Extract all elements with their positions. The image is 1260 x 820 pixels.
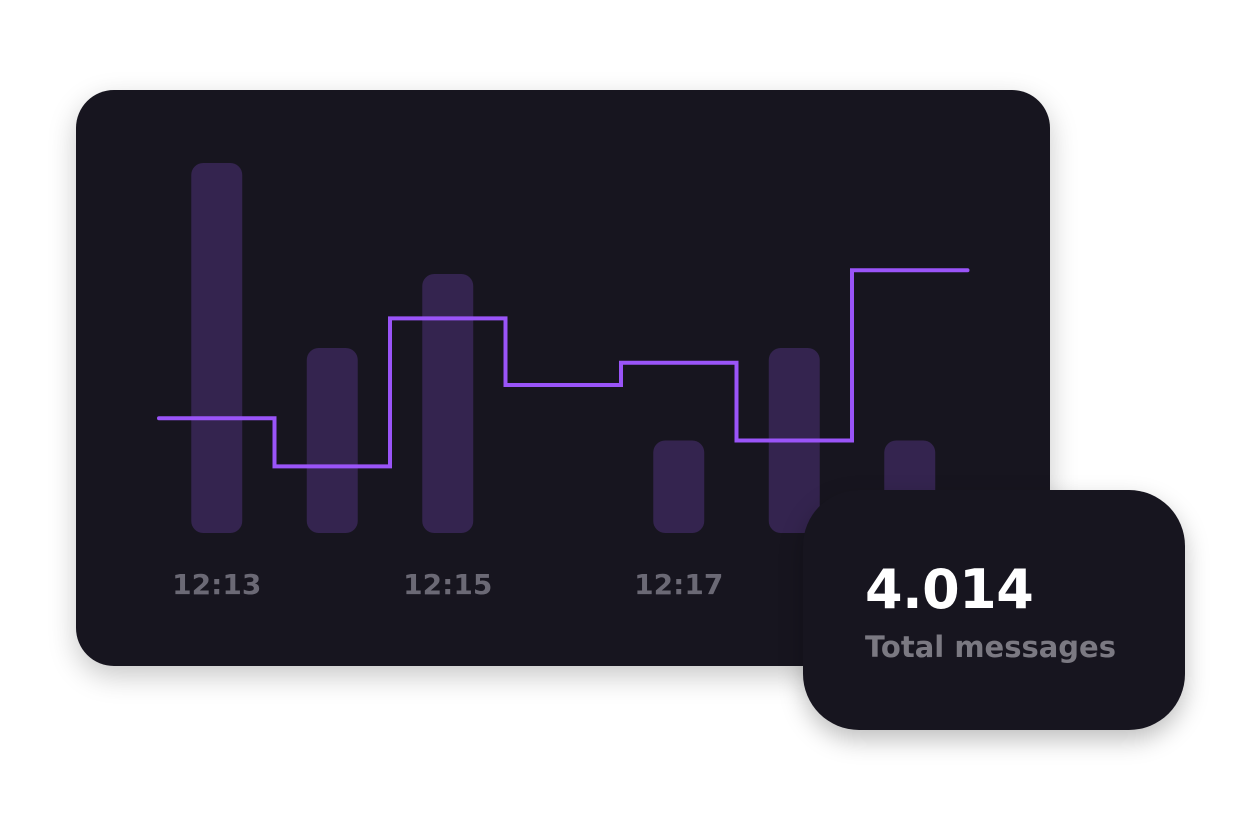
bars-group <box>191 163 936 533</box>
tick-label: 12:15 <box>403 568 492 601</box>
bar-12:13 <box>191 163 243 533</box>
step-line-group <box>157 268 970 469</box>
x-axis-ticks: 12:13 12:15 12:17 <box>172 568 723 601</box>
bar-12:15 <box>422 274 474 533</box>
total-messages-value: 4.014 <box>865 558 1034 621</box>
bar-12:17 <box>653 440 705 533</box>
tick-label: 12:13 <box>172 568 261 601</box>
series-line <box>157 268 970 469</box>
tick-label: 12:17 <box>634 568 723 601</box>
total-messages-card: 4.014 Total messages <box>803 490 1185 730</box>
bar-12:14 <box>306 348 358 533</box>
total-messages-label: Total messages <box>865 630 1116 664</box>
